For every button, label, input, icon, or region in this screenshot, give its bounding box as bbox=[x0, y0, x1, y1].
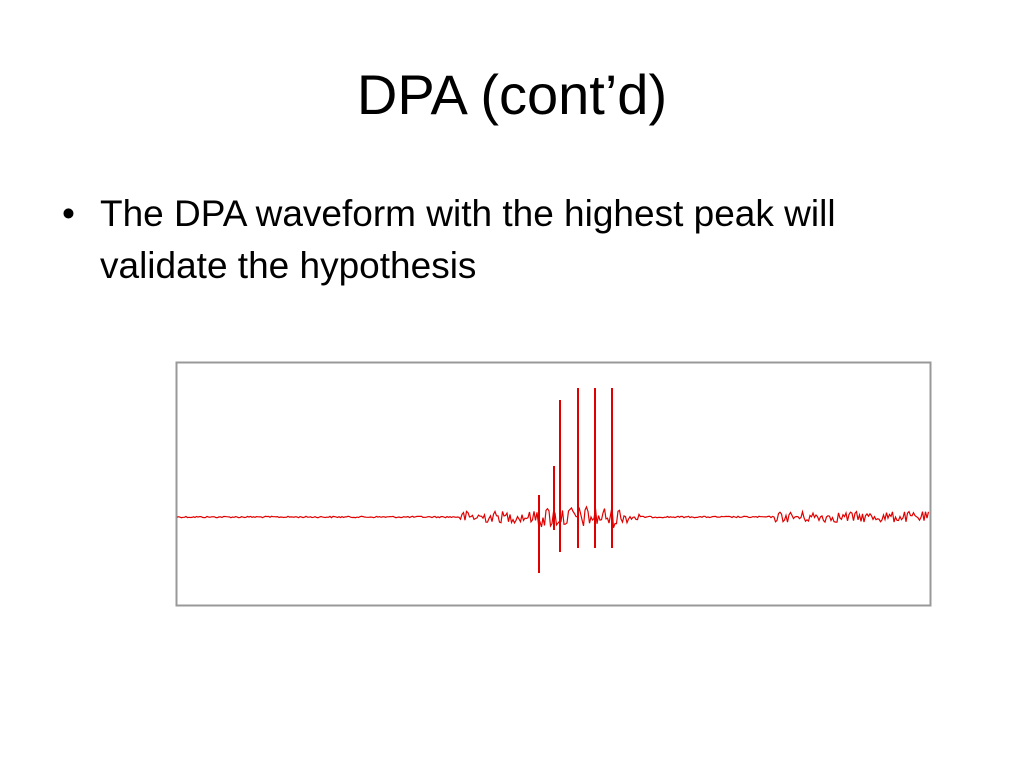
peaks bbox=[538, 388, 613, 573]
bullet-list: The DPA waveform with the highest peak w… bbox=[58, 188, 958, 292]
slide-title: DPA (cont’d) bbox=[356, 63, 668, 126]
bullet: The DPA waveform with the highest peak w… bbox=[58, 188, 958, 292]
waveform bbox=[176, 505, 930, 528]
